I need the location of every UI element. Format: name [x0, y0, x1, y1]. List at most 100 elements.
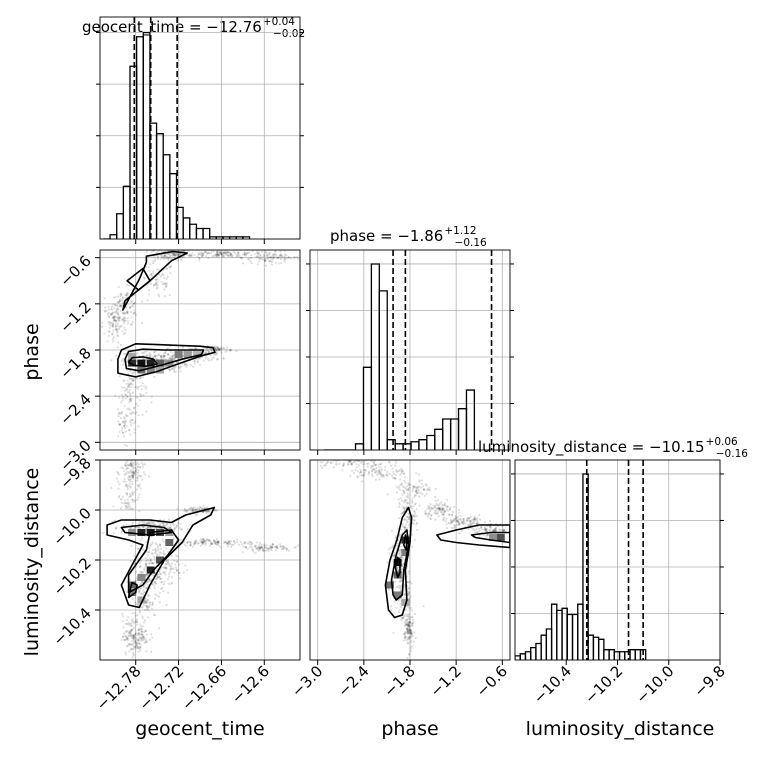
scatter-point	[205, 252, 208, 255]
scatter-point	[406, 515, 409, 519]
scatter-point	[176, 254, 180, 257]
scatter-point	[274, 549, 277, 552]
scatter-point	[411, 609, 414, 612]
scatter-point	[427, 512, 431, 515]
scatter-point	[129, 470, 132, 473]
scatter-point	[211, 357, 214, 360]
scatter-point	[138, 628, 141, 632]
scatter-point	[480, 527, 483, 530]
scatter-point	[403, 526, 406, 529]
scatter-point	[403, 526, 406, 529]
scatter-point	[405, 619, 408, 622]
scatter-point	[198, 506, 201, 509]
scatter-point	[473, 528, 476, 532]
scatter-point	[458, 511, 461, 514]
scatter-point	[135, 637, 138, 640]
scatter-point	[407, 489, 410, 492]
scatter-point	[458, 509, 461, 512]
scatter-point	[194, 542, 197, 545]
scatter-point	[403, 624, 406, 628]
scatter-point	[476, 520, 479, 524]
scatter-point	[131, 476, 134, 479]
scatter-point	[293, 256, 296, 259]
scatter-point	[261, 547, 265, 551]
scatter-point	[408, 517, 411, 520]
scatter-point	[172, 522, 175, 526]
scatter-point	[122, 469, 126, 473]
scatter-point	[124, 293, 127, 296]
scatter-point	[144, 562, 147, 566]
scatter-point	[172, 357, 175, 360]
scatter-point	[302, 460, 304, 462]
scatter-point	[153, 354, 156, 357]
scatter-point	[407, 496, 410, 499]
scatter-point	[207, 349, 210, 352]
scatter-point	[132, 467, 135, 470]
scatter-point	[137, 631, 140, 635]
scatter-point	[261, 250, 264, 253]
scatter-point	[124, 507, 127, 510]
scatter-point	[448, 513, 451, 516]
scatter-point	[123, 638, 126, 642]
scatter-point	[132, 476, 135, 479]
scatter-point	[158, 551, 161, 554]
scatter-point	[127, 501, 130, 504]
scatter-point	[494, 529, 497, 533]
scatter-point	[196, 508, 199, 512]
scatter-point	[254, 551, 257, 555]
scatter-point	[352, 461, 355, 464]
scatter-point	[360, 461, 363, 464]
scatter-point	[116, 311, 119, 314]
scatter-point	[326, 461, 329, 464]
scatter-point	[218, 348, 221, 351]
scatter-point	[165, 603, 168, 607]
scatter-point	[138, 526, 141, 529]
scatter-point	[182, 571, 185, 574]
scatter-point	[404, 637, 407, 640]
scatter-point	[351, 469, 354, 472]
scatter-point	[207, 256, 210, 260]
scatter-point	[268, 256, 272, 259]
scatter-point	[131, 498, 134, 501]
scatter-point	[124, 502, 127, 505]
scatter-point	[405, 489, 408, 492]
scatter-point	[470, 522, 473, 525]
scatter-point	[230, 543, 234, 546]
scatter-point	[401, 557, 404, 560]
scatter-point	[279, 543, 282, 546]
scatter-point	[269, 546, 272, 549]
scatter-point	[145, 386, 148, 389]
scatter-point	[361, 460, 364, 463]
y-tick-label: −1.8	[56, 344, 94, 382]
scatter-point	[170, 576, 173, 579]
scatter-point	[123, 424, 126, 427]
scatter-point	[131, 480, 134, 483]
scatter-point	[428, 507, 431, 510]
scatter-point	[161, 256, 164, 259]
scatter-point	[445, 517, 448, 520]
scatter-point	[143, 276, 146, 279]
scatter-point	[407, 637, 410, 640]
scatter-point	[122, 431, 125, 434]
x-tick-label: −12.78	[93, 662, 145, 714]
scatter-point	[151, 601, 154, 604]
scatter-point	[154, 354, 157, 357]
scatter-point	[139, 643, 142, 646]
scatter-point	[144, 574, 148, 578]
scatter-point	[459, 518, 462, 521]
scatter-point	[106, 312, 110, 315]
scatter-point	[116, 334, 119, 337]
scatter-point	[492, 529, 495, 533]
scatter-point	[418, 485, 421, 488]
scatter-point	[143, 463, 146, 466]
scatter-point	[262, 255, 265, 258]
scatter-point	[128, 388, 131, 391]
x-axis-label-geocent-time: geocent_time	[135, 718, 264, 740]
scatter-point	[459, 517, 462, 520]
scatter-point	[441, 513, 444, 516]
scatter-point	[400, 588, 403, 592]
scatter-point	[283, 261, 286, 264]
scatter-point	[500, 528, 503, 532]
scatter-point	[121, 399, 124, 402]
scatter-point	[401, 525, 404, 528]
